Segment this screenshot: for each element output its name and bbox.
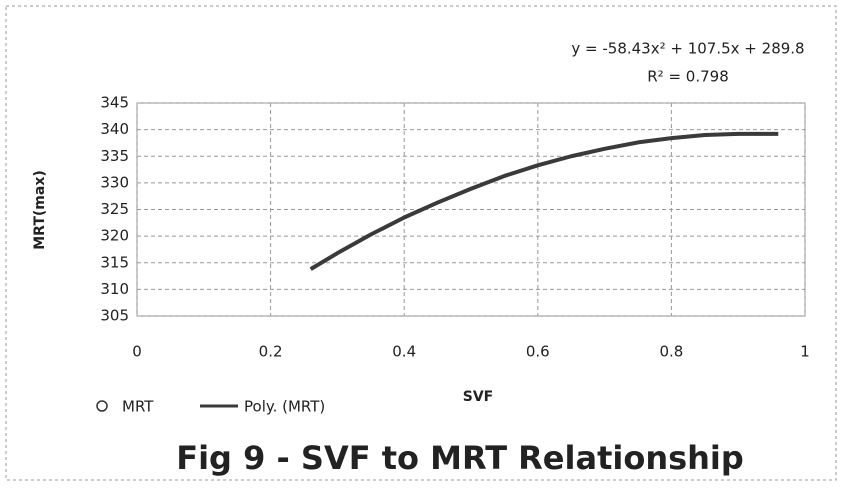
chart-title: Fig 9 - SVF to MRT Relationship <box>176 439 744 477</box>
legend-symbol <box>96 400 108 412</box>
y-tick-label: 325 <box>100 200 129 218</box>
y-tick-label: 330 <box>100 173 129 191</box>
y-tick-label: 335 <box>100 147 129 165</box>
x-tick-label: 0.2 <box>259 343 283 361</box>
x-axis-title: SVF <box>463 389 493 405</box>
y-axis-title: MRT(max) <box>32 170 48 250</box>
y-tick-label: 320 <box>100 227 129 245</box>
x-tick-label: 1 <box>800 343 810 361</box>
r-squared: R² = 0.798 <box>647 68 728 86</box>
y-tick-label: 345 <box>100 94 129 112</box>
x-tick-label: 0.8 <box>659 343 683 361</box>
trend-line <box>309 131 779 271</box>
y-tick-label: 340 <box>100 120 129 138</box>
y-tick-label: 305 <box>100 307 129 325</box>
x-tick-label: 0.6 <box>526 343 550 361</box>
x-tick-label: 0 <box>132 343 142 361</box>
y-tick-label: 315 <box>100 253 129 271</box>
x-tick-label: 0.4 <box>392 343 416 361</box>
legend-label: Poly. (MRT) <box>244 398 325 416</box>
y-tick-label: 310 <box>100 280 129 298</box>
equation: y = -58.43x² + 107.5x + 289.8 <box>571 40 804 58</box>
legend-label: MRT <box>122 398 154 416</box>
